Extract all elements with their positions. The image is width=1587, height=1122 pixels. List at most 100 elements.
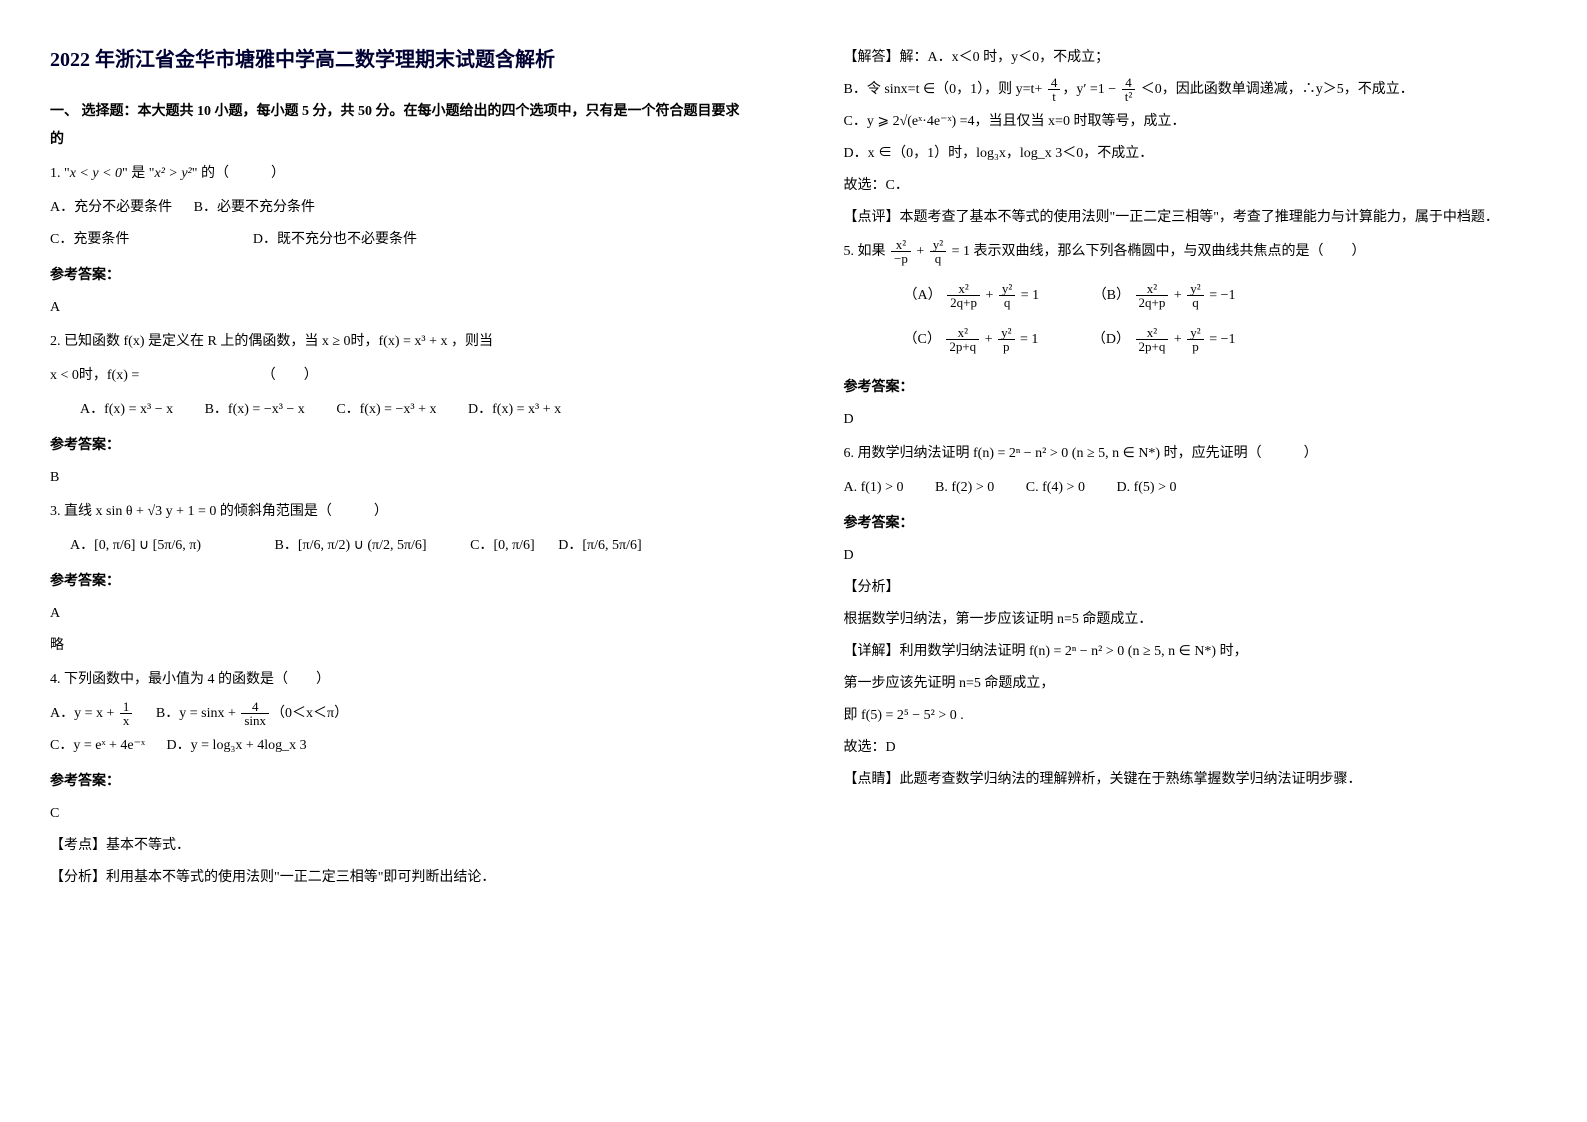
q6-stem: 6. 用数学归纳法证明 f(n) = 2ⁿ − n² > 0 (n ≥ 5, n… (844, 440, 1538, 468)
q3-optC: [0, π/6] (493, 538, 534, 553)
q5-D-f1: x²2p+q (1136, 326, 1169, 353)
q1-optC: C．充要条件 (50, 232, 129, 247)
q1-optD: D．既不充分也不必要条件 (253, 232, 417, 247)
q4-stem: 4. 下列函数中，最小值为 4 的函数是（ ） (50, 666, 744, 694)
q5-A-label: （A） (904, 288, 942, 303)
q6-n6: 故选：D (844, 734, 1538, 762)
q1-stem: 1. "x < y < 0" 是 "x² > y²" 的（ ） (50, 160, 744, 188)
q4-optB: B．y = sinx + (156, 706, 239, 721)
q6-answer: D (844, 542, 1538, 570)
q5-D-f2: y²p (1187, 326, 1203, 353)
right-column: 【解答】解：A．x＜0 时，y＜0，不成立； B．令 sinx=t ∈（0，1）… (794, 0, 1587, 1122)
q3-stem: 3. 直线 x sin θ + √3 y + 1 = 0 的倾斜角范围是（ ） (50, 498, 744, 526)
q3-optB-label: B． (275, 538, 298, 553)
q5-B-f1: x²2q+p (1136, 282, 1169, 309)
q4-optA-frac: 1x (120, 700, 133, 727)
q2-optA: A．f(x) = x³ − x (80, 402, 173, 417)
q1-optA: A．充分不必要条件 (50, 200, 172, 215)
q2-stem-b: x < 0时，f(x) = （ ） (50, 362, 744, 390)
q6-answer-label: 参考答案： (844, 510, 1538, 538)
sol-l1: 【解答】解：A．x＜0 时，y＜0，不成立； (844, 44, 1538, 72)
q4-optB-frac: 4sinx (241, 700, 269, 727)
q6-n4: 第一步应该先证明 n=5 命题成立， (844, 670, 1538, 698)
sol-l2-frac2: 4t² (1122, 76, 1136, 103)
q1-cond: x < y < 0 (70, 166, 122, 181)
q3-optC-label: C． (470, 538, 493, 553)
q1-optB: B．必要不充分条件 (194, 200, 315, 215)
q3-optD-label: D． (558, 538, 582, 553)
sol-l2c: ＜0，因此函数单调递减，∴y＞5，不成立． (1137, 82, 1414, 97)
q2-optC: C．f(x) = −x³ + x (336, 402, 436, 417)
q1-suffix: " 的（ ） (192, 166, 285, 181)
q5-options-row1: （A） x²2q+p + y²q = 1 （B） x²2q+p + y²q = … (904, 282, 1538, 310)
q1-answer: A (50, 294, 744, 322)
q5-B-label: （B） (1093, 288, 1130, 303)
q1-prefix: 1. " (50, 166, 70, 181)
q5-C-f1: x²2p+q (946, 326, 979, 353)
sol-l3: C．y ⩾ 2√(eˣ·4e⁻ˣ) =4，当且仅当 x=0 时取等号，成立． (844, 108, 1538, 136)
section-header: 一、 选择题：本大题共 10 小题，每小题 5 分，共 50 分。在每小题给出的… (50, 98, 744, 154)
q3-optA-label: A． (70, 538, 94, 553)
q5-A-f2: y²q (999, 282, 1015, 309)
left-column: 2022 年浙江省金华市塘雅中学高二数学理期末试题含解析 一、 选择题：本大题共… (0, 0, 794, 1122)
q5-A-eq: = 1 (1017, 288, 1039, 303)
q3-extra: 略 (50, 632, 744, 660)
q6-n5: 即 f(5) = 2⁵ − 5² > 0 . (844, 702, 1538, 730)
sol-l2a: B．令 sinx=t ∈（0，1），则 y=t+ (844, 82, 1046, 97)
sol-l4: D．x ∈（0，1）时，log₃x，log_x 3＜0，不成立． (844, 140, 1538, 168)
q5-options-row2: （C） x²2p+q + y²p = 1 （D） x²2p+q + y²p = … (904, 326, 1538, 354)
q4-options-row2: C．y = eˣ + 4e⁻ˣ D．y = log₃x + 4log_x 3 (50, 732, 744, 760)
q4-optD: D．y = log₃x + 4log_x 3 (167, 738, 307, 753)
q2-optB: B．f(x) = −x³ − x (205, 402, 305, 417)
q2-options: A．f(x) = x³ − x B．f(x) = −x³ − x C．f(x) … (80, 396, 744, 424)
q4-optC: C．y = eˣ + 4e⁻ˣ (50, 738, 145, 753)
q6-n1: 【分析】 (844, 574, 1538, 602)
q2-stem-a: 2. 已知函数 f(x) 是定义在 R 上的偶函数，当 x ≥ 0时，f(x) … (50, 328, 744, 356)
q1-concl: x² > y² (154, 166, 191, 181)
q4-note2: 【分析】利用基本不等式的使用法则"一正二定三相等"即可判断出结论． (50, 864, 744, 892)
q5-C-f2: y²p (998, 326, 1014, 353)
q6-options: A. f(1) > 0 B. f(2) > 0 C. f(4) > 0 D. f… (844, 474, 1538, 502)
q5-stem: 5. 如果 x²−p + y²q = 1 表示双曲线，那么下列各椭圆中，与双曲线… (844, 238, 1538, 266)
q5-frac2: y²q (930, 238, 946, 265)
q3-optD: [π/6, 5π/6] (582, 538, 641, 553)
q2-answer-label: 参考答案： (50, 432, 744, 460)
q4-optB-tail: （0＜x＜π） (271, 706, 348, 721)
q4-answer: C (50, 800, 744, 828)
q6-n7: 【点睛】此题考查数学归纳法的理解辨析，关键在于熟练掌握数学归纳法证明步骤． (844, 766, 1538, 794)
q2-optD: D．f(x) = x³ + x (468, 402, 561, 417)
q6-optC: C. f(4) > 0 (1026, 480, 1085, 495)
q5-stem-b: = 1 表示双曲线，那么下列各椭圆中，与双曲线共焦点的是（ ） (952, 244, 1366, 259)
q1-answer-label: 参考答案： (50, 262, 744, 290)
sol-l2-frac1: 4t (1048, 76, 1061, 103)
q3-optB: [π/6, π/2) ∪ (π/2, 5π/6] (298, 538, 427, 553)
sol-l6: 【点评】本题考查了基本不等式的使用法则"一正二定三相等"，考查了推理能力与计算能… (844, 204, 1538, 232)
page-title: 2022 年浙江省金华市塘雅中学高二数学理期末试题含解析 (50, 40, 744, 80)
q1-mid: " 是 " (122, 166, 154, 181)
q1-options-row2: C．充要条件 D．既不充分也不必要条件 (50, 226, 744, 254)
q5-C-label: （C） (904, 332, 941, 347)
q6-optB: B. f(2) > 0 (935, 480, 994, 495)
q5-D-eq: = −1 (1206, 332, 1236, 347)
q3-options: A．[0, π/6] ∪ [5π/6, π) B．[π/6, π/2) ∪ (π… (50, 532, 744, 560)
q3-answer-label: 参考答案： (50, 568, 744, 596)
q6-n2: 根据数学归纳法，第一步应该证明 n=5 命题成立． (844, 606, 1538, 634)
q4-options-row1: A．y = x + 1x B．y = sinx + 4sinx（0＜x＜π） (50, 700, 744, 728)
q3-optA: [0, π/6] ∪ [5π/6, π) (94, 538, 201, 553)
sol-l5: 故选：C． (844, 172, 1538, 200)
sol-l2b: ，y′ =1 − (1062, 82, 1119, 97)
q5-stem-a: 5. 如果 (844, 244, 890, 259)
q2-answer: B (50, 464, 744, 492)
q3-answer: A (50, 600, 744, 628)
q5-B-f2: y²q (1187, 282, 1203, 309)
q5-A-f1: x²2q+p (947, 282, 980, 309)
q5-B-eq: = −1 (1206, 288, 1236, 303)
q4-optA: A．y = x + (50, 706, 118, 721)
sol-l2: B．令 sinx=t ∈（0，1），则 y=t+ 4t，y′ =1 − 4t² … (844, 76, 1538, 104)
q6-optA: A. f(1) > 0 (844, 480, 904, 495)
q5-answer-label: 参考答案： (844, 374, 1538, 402)
q4-note1: 【考点】基本不等式． (50, 832, 744, 860)
q6-n3: 【详解】利用数学归纳法证明 f(n) = 2ⁿ − n² > 0 (n ≥ 5,… (844, 638, 1538, 666)
q6-optD: D. f(5) > 0 (1116, 480, 1176, 495)
q5-answer: D (844, 406, 1538, 434)
